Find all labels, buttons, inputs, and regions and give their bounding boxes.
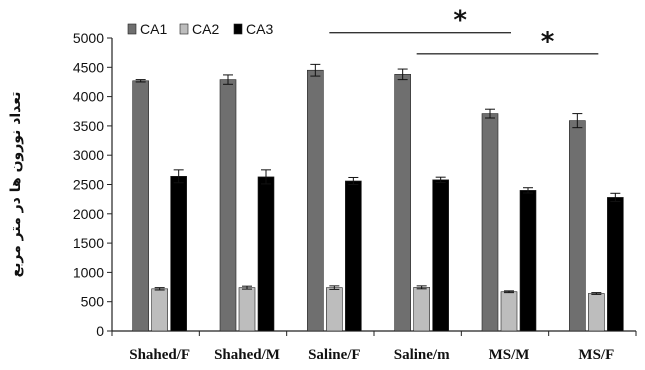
y-tick-label: 500: [81, 294, 105, 310]
bar-ca1-ms-m: [481, 113, 499, 332]
bar-ca3-ms-f: [607, 197, 624, 332]
bar-ca2-saline-m: [413, 287, 430, 332]
significance-star-2: *: [541, 27, 555, 57]
y-tick-label: 3500: [73, 118, 104, 134]
legend-label-ca3: CA3: [246, 21, 273, 37]
x-tick-label-saline-m: Saline/m: [394, 347, 450, 363]
bar-ca1-shahed-m: [219, 79, 237, 332]
bar-ca3-ms-m: [519, 190, 537, 332]
bar-ca2-ms-m: [500, 291, 518, 332]
bars: [132, 69, 624, 332]
bar-ca2-saline-f: [326, 287, 343, 332]
y-tick-label: 1500: [73, 235, 104, 251]
y-tick-label: 2000: [73, 206, 104, 222]
legend-swatch-ca3: [233, 23, 243, 35]
y-tick-label: 2500: [73, 177, 104, 193]
error-bars: [135, 63, 621, 295]
y-tick-label: 5000: [73, 30, 104, 46]
legend-label-ca1: CA1: [140, 21, 167, 37]
axes: [111, 38, 636, 332]
bar-ca3-shahed-m: [257, 176, 275, 332]
x-ticks: Shahed/F Shahed/M Saline/F Saline/m MS/M MS/F: [111, 331, 637, 363]
bar-ca1-saline-m: [394, 74, 411, 332]
x-tick-label-ms-m: MS/M: [489, 347, 530, 363]
bar-ca3-saline-f: [345, 180, 362, 332]
x-tick-label-shahed-m: Shahed/M: [214, 347, 280, 363]
bar-ca2-ms-f: [588, 293, 605, 332]
x-tick-label-ms-f: MS/F: [578, 347, 614, 363]
y-tick-label: 3000: [73, 147, 104, 163]
x-tick-label-saline-f: Saline/F: [308, 347, 361, 363]
significance-star-1: *: [453, 6, 467, 36]
y-axis-title: تعداد نورون ها در متر مربع: [8, 92, 24, 278]
bar-ca3-saline-m: [432, 179, 449, 332]
y-ticks: 0 500 1000 1500 2000 2500 3000 3500 4000 4500 5000: [73, 30, 112, 339]
x-tick-label-shahed-f: Shahed/F: [129, 347, 190, 363]
y-tick-label: 4500: [73, 59, 104, 75]
bar-ca2-shahed-f: [151, 288, 168, 332]
y-tick-label: 4000: [73, 89, 104, 105]
legend: CA1 CA2 CA3: [127, 21, 273, 37]
y-tick-label: 1000: [73, 264, 104, 280]
legend-label-ca2: CA2: [192, 21, 219, 37]
legend-swatch-ca1: [127, 23, 137, 35]
bar-ca1-saline-f: [307, 69, 324, 332]
bar-ca1-ms-f: [569, 120, 586, 332]
significance-annotations: **: [329, 6, 599, 57]
legend-swatch-ca2: [179, 23, 189, 35]
bar-ca3-shahed-f: [170, 175, 187, 332]
y-axis-title-group: تعداد نورون ها در متر مربع: [8, 92, 24, 278]
y-tick-label: 0: [96, 323, 104, 339]
bar-ca1-shahed-f: [132, 80, 149, 332]
bar-ca2-shahed-m: [238, 287, 256, 332]
